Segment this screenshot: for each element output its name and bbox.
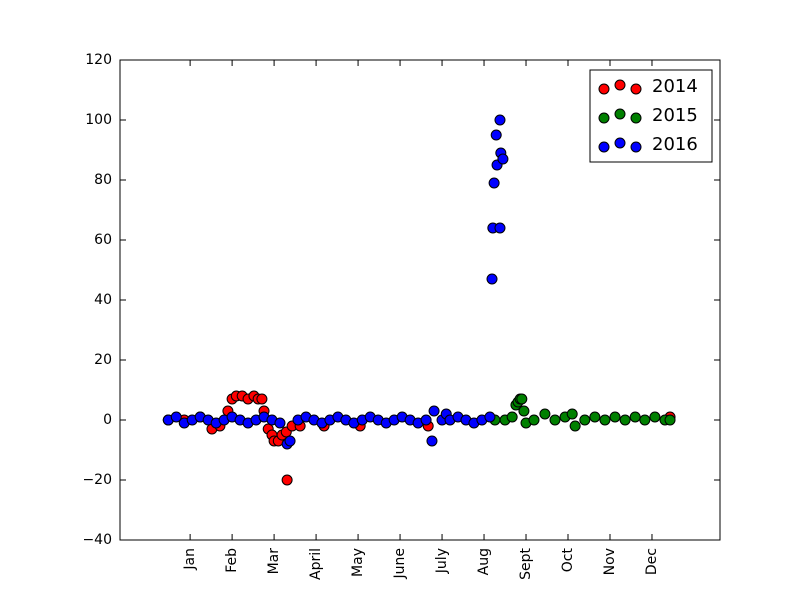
- y-tick-label: −40: [82, 532, 112, 548]
- x-tick-label: June: [392, 548, 408, 580]
- point: [426, 435, 438, 447]
- legend-label: 2016: [652, 134, 698, 155]
- legend-marker: [598, 112, 610, 124]
- x-tick-label: Feb: [224, 548, 240, 573]
- point: [256, 393, 268, 405]
- legend-marker: [614, 137, 626, 149]
- point: [549, 414, 561, 426]
- series-2: [162, 114, 509, 450]
- point: [518, 405, 530, 417]
- point: [281, 474, 293, 486]
- x-tick-label: Sept: [518, 548, 534, 580]
- x-tick-label: April: [308, 548, 324, 580]
- series-1: [489, 393, 676, 432]
- legend-label: 2015: [652, 105, 698, 126]
- point: [629, 411, 641, 423]
- legend-marker: [598, 83, 610, 95]
- point: [619, 414, 631, 426]
- x-tick-label: Aug: [476, 548, 492, 575]
- y-tick-label: 40: [94, 292, 112, 308]
- point: [486, 273, 498, 285]
- point: [649, 411, 661, 423]
- point: [569, 420, 581, 432]
- y-tick-label: 120: [85, 52, 112, 68]
- y-tick-label: 20: [94, 352, 112, 368]
- point: [664, 414, 676, 426]
- point: [539, 408, 551, 420]
- x-tick-label: Nov: [602, 548, 618, 575]
- legend-marker: [614, 79, 626, 91]
- point: [494, 114, 506, 126]
- x-tick-label: Mar: [266, 548, 282, 575]
- x-tick-label: Jan: [182, 548, 198, 571]
- point: [609, 411, 621, 423]
- y-tick-label: 60: [94, 232, 112, 248]
- x-tick-label: July: [434, 548, 450, 574]
- point: [599, 414, 611, 426]
- point: [516, 393, 528, 405]
- point: [506, 411, 518, 423]
- y-tick-label: −20: [82, 472, 112, 488]
- x-tick-label: Dec: [644, 548, 660, 575]
- point: [284, 435, 296, 447]
- legend: 2014 2015 2016: [589, 69, 713, 163]
- point: [497, 153, 509, 165]
- point: [170, 411, 182, 423]
- point: [566, 408, 578, 420]
- point: [494, 222, 506, 234]
- legend-label: 2014: [652, 76, 698, 97]
- point: [274, 417, 286, 429]
- y-tick-label: 100: [85, 112, 112, 128]
- point: [420, 414, 432, 426]
- point: [639, 414, 651, 426]
- legend-box: [589, 69, 713, 163]
- legend-marker: [630, 141, 642, 153]
- point: [528, 414, 540, 426]
- legend-marker: [630, 83, 642, 95]
- y-tick-label: 0: [103, 412, 112, 428]
- y-tick-label: 80: [94, 172, 112, 188]
- x-tick-label: Oct: [560, 548, 576, 573]
- point: [579, 414, 591, 426]
- point: [428, 405, 440, 417]
- point: [589, 411, 601, 423]
- legend-marker: [630, 112, 642, 124]
- point: [488, 177, 500, 189]
- x-tick-label: May: [350, 548, 366, 577]
- legend-marker: [598, 141, 610, 153]
- point: [484, 411, 496, 423]
- legend-marker: [614, 108, 626, 120]
- point: [490, 129, 502, 141]
